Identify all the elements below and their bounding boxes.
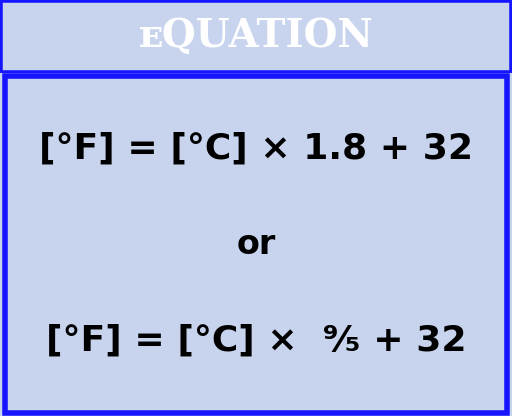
Text: [°F] = [°C] × 1.8 + 32: [°F] = [°C] × 1.8 + 32	[39, 131, 473, 165]
Text: ᴇQUATION: ᴇQUATION	[139, 17, 373, 55]
Text: [°F] = [°C] ×  ⁹⁄₅ + 32: [°F] = [°C] × ⁹⁄₅ + 32	[46, 324, 466, 357]
Text: or: or	[237, 228, 275, 261]
